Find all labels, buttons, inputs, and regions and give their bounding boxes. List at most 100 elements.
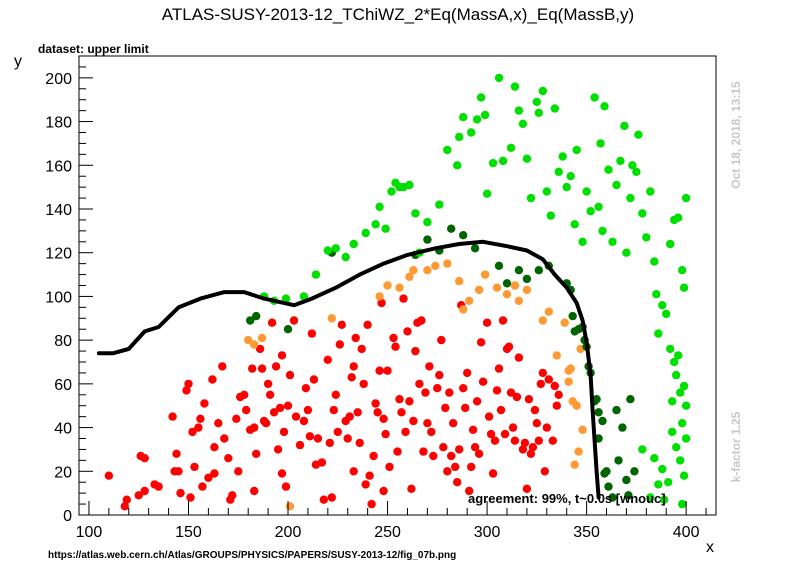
data-point-excluded	[409, 416, 418, 426]
data-point-allowed	[467, 128, 476, 137]
data-point-excluded	[295, 440, 305, 450]
data-point-allowed	[612, 180, 621, 190]
y-tick-label: 200	[45, 71, 72, 88]
data-point-excluded	[351, 333, 360, 343]
data-point-excluded_k	[327, 314, 336, 323]
data-point-excluded	[468, 425, 478, 434]
data-point-allowed	[488, 158, 498, 168]
data-point-allowed	[604, 165, 613, 174]
data-point-excluded	[329, 405, 338, 415]
data-point-excluded	[478, 377, 488, 386]
data-point-allowed	[381, 224, 390, 233]
data-point-allowed	[664, 478, 673, 487]
data-point-excluded	[371, 399, 380, 408]
data-point-excluded	[492, 386, 502, 395]
data-point-allowed	[650, 454, 659, 463]
data-point-allowed	[678, 266, 687, 275]
data-point-excluded	[291, 412, 301, 421]
y-tick-label: 80	[54, 333, 72, 350]
data-point-excluded	[234, 467, 243, 476]
data-point-allowed	[681, 434, 691, 443]
data-point-excluded_k	[502, 290, 512, 299]
x-tick-label: 100	[76, 524, 103, 541]
data-point-allowed	[514, 106, 524, 115]
timestamp-label: Oct 18, 2018, 13:15	[729, 81, 743, 189]
data-point-excluded	[305, 432, 315, 441]
x-tick-label: 200	[275, 524, 302, 541]
data-point-excluded	[333, 427, 342, 437]
data-point-allowed_k	[594, 408, 603, 417]
data-point-allowed	[596, 139, 605, 148]
data-point-excluded	[399, 294, 408, 303]
data-point-excluded	[323, 355, 332, 364]
data-point-excluded	[357, 344, 366, 354]
data-point-excluded	[186, 493, 195, 502]
data-point-excluded	[267, 318, 277, 327]
data-point-allowed_k	[626, 395, 635, 404]
data-point-allowed	[554, 167, 563, 176]
data-point-excluded	[363, 320, 372, 329]
data-point-excluded	[301, 384, 311, 393]
data-point-excluded	[248, 364, 257, 373]
data-point-excluded	[476, 338, 486, 347]
data-point-excluded	[252, 449, 261, 458]
data-point-excluded	[498, 316, 508, 325]
data-point-allowed	[674, 213, 683, 222]
data-point-allowed_k	[246, 316, 255, 325]
data-point-allowed	[642, 233, 651, 242]
data-point-allowed	[626, 193, 635, 203]
data-point-excluded	[403, 327, 412, 336]
data-point-excluded	[277, 351, 287, 360]
data-point-excluded	[415, 379, 424, 389]
data-point-excluded_k	[578, 425, 587, 434]
data-point-excluded	[445, 388, 454, 397]
data-point-allowed	[361, 228, 370, 238]
data-point-excluded	[176, 488, 185, 498]
data-point-excluded	[285, 370, 295, 380]
data-point-excluded	[439, 443, 448, 452]
data-point-excluded	[461, 403, 470, 413]
exclusion-line	[96, 239, 601, 500]
data-point-excluded_k	[564, 377, 573, 386]
data-point-allowed	[498, 156, 508, 166]
data-point-excluded	[263, 379, 273, 389]
data-point-excluded	[484, 412, 494, 421]
data-point-allowed	[472, 115, 482, 124]
data-point-allowed	[638, 445, 647, 454]
data-point-allowed	[658, 464, 667, 474]
data-point-allowed	[679, 381, 689, 391]
data-point-allowed	[550, 104, 559, 113]
data-point-excluded	[257, 364, 267, 373]
data-point-allowed_k	[568, 311, 577, 321]
x-tick-label: 250	[374, 524, 401, 541]
data-point-excluded	[453, 478, 462, 487]
data-point-excluded	[528, 443, 538, 452]
y-tick-label: 140	[45, 202, 72, 219]
data-point-excluded	[240, 390, 249, 399]
data-point-excluded	[172, 449, 181, 458]
y-tick-label: 160	[45, 158, 72, 175]
data-point-excluded_k	[560, 318, 569, 327]
data-point-excluded	[355, 438, 364, 448]
data-point-excluded	[174, 467, 183, 476]
data-point-allowed	[371, 220, 380, 229]
data-point-allowed	[654, 480, 663, 489]
data-point-excluded	[325, 438, 334, 448]
data-point-excluded	[534, 436, 543, 445]
data-point-excluded	[289, 316, 299, 325]
data-point-excluded	[168, 412, 177, 421]
data-point-excluded	[518, 445, 528, 454]
data-point-excluded	[361, 480, 370, 489]
data-point-excluded	[347, 373, 356, 382]
data-point-excluded	[474, 449, 484, 458]
data-point-excluded	[307, 329, 317, 338]
data-point-allowed	[482, 189, 492, 198]
data-point-allowed	[494, 73, 504, 83]
data-point-excluded_k	[572, 401, 581, 410]
data-point-allowed	[646, 187, 655, 196]
data-point-allowed	[435, 200, 444, 209]
data-point-excluded	[275, 403, 285, 413]
data-point-allowed_k	[612, 405, 621, 415]
data-point-excluded	[250, 486, 259, 496]
data-point-excluded	[405, 397, 414, 406]
